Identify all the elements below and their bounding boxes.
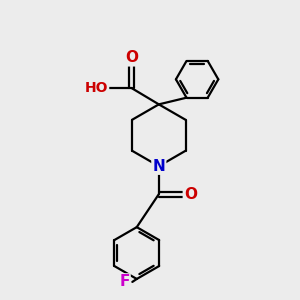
- Text: HO: HO: [85, 81, 108, 95]
- Text: F: F: [119, 274, 130, 290]
- Text: N: N: [152, 159, 165, 174]
- Text: O: O: [125, 50, 138, 65]
- Text: O: O: [184, 187, 197, 202]
